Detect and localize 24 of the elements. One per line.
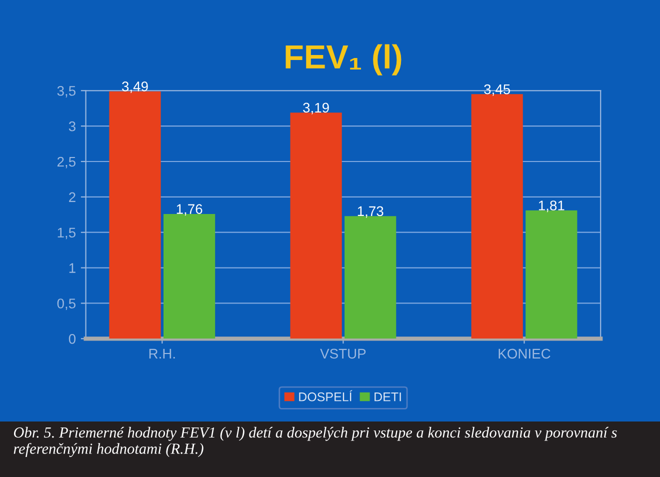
x-tick-label: VSTUP xyxy=(320,348,366,359)
text: Obr. 5. Priemerné hodnoty FEV1 (v l) detí a dospelých pri vstupe a konci sledovania v porovnaní s referenčnými hodnotami (R.H.) xyxy=(14,426,617,458)
bar xyxy=(109,91,161,339)
y-tick-label: 2 xyxy=(69,192,76,202)
data-label: 3,49 xyxy=(122,82,148,94)
bar xyxy=(290,112,342,339)
y-tick-label: 0,5 xyxy=(57,298,76,310)
y-tick-label: 3 xyxy=(68,121,76,132)
bar xyxy=(471,94,523,339)
data-label: 1,76 xyxy=(176,204,202,216)
y-tick-label: 1,5 xyxy=(58,228,76,240)
legend-label: DETI xyxy=(374,392,401,402)
y-tick-label: 1 xyxy=(69,263,76,273)
x-tick-label: KONIEC xyxy=(498,348,550,359)
x-tick-label: R.H. xyxy=(149,348,175,358)
y-tick-label: 3,5 xyxy=(57,86,76,98)
y-tick-label: 2,5 xyxy=(57,156,76,168)
y-tick-label: 0 xyxy=(68,334,76,344)
data-label: 3,19 xyxy=(303,102,329,114)
data-label: 1,81 xyxy=(538,200,564,212)
data-label: 1,73 xyxy=(358,206,384,218)
bar xyxy=(344,216,396,339)
legend-label: DOSPELÍ xyxy=(299,390,352,402)
chart-title: FEV₁ (l) xyxy=(286,44,402,76)
